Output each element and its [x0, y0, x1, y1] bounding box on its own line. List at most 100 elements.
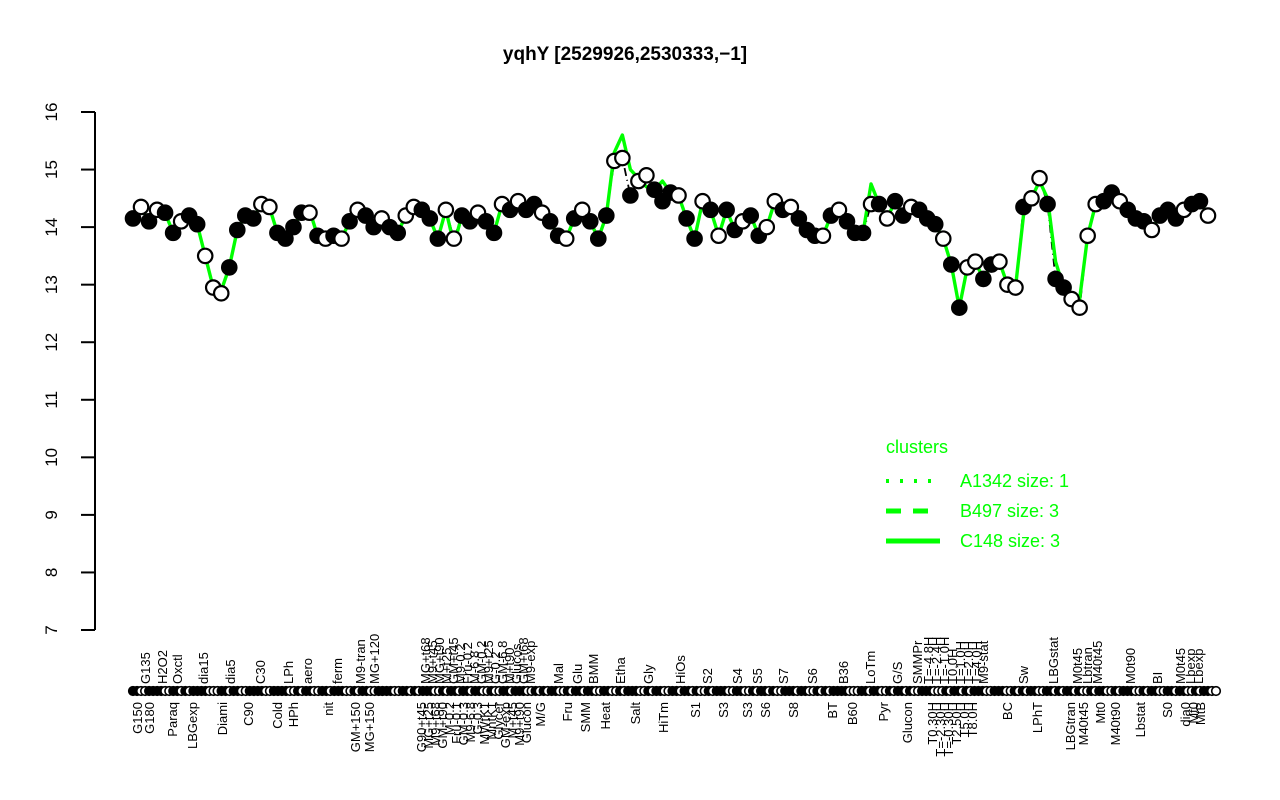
y-tick-label: 12	[42, 333, 61, 352]
legend-title: clusters	[886, 437, 949, 457]
x-label: MtB	[1193, 702, 1208, 725]
y-tick-label: 16	[42, 103, 61, 122]
x-label: M9+t45	[425, 640, 440, 684]
data-point	[164, 224, 182, 242]
x-label: M0t45	[1173, 648, 1188, 684]
data-point	[220, 259, 238, 276]
x-label: Diami	[215, 702, 230, 735]
x-label: GM-6.8	[495, 641, 510, 684]
x-label: T=-2.4H	[929, 637, 944, 684]
x-label: M9+t90	[512, 702, 527, 746]
data-points	[124, 149, 1217, 316]
x-label: BI	[1150, 672, 1165, 684]
x-label: M+t25	[439, 648, 454, 685]
data-point	[742, 207, 760, 224]
data-point	[1071, 299, 1088, 316]
data-point	[573, 201, 591, 219]
data-point	[975, 270, 992, 288]
x-label: dia15	[196, 652, 211, 684]
data-point	[942, 256, 960, 273]
data-point	[991, 253, 1008, 270]
x-label: T=4.0H	[969, 641, 984, 684]
x-label: M9+t68	[428, 702, 443, 746]
data-point	[878, 210, 896, 227]
x-label: Mt0	[1186, 702, 1201, 724]
data-point	[718, 201, 735, 219]
data-point	[1191, 192, 1209, 210]
x-label: M40t45	[1090, 641, 1105, 684]
x-label: M40t45	[1076, 702, 1091, 745]
x-label: Salt	[628, 702, 643, 725]
x-label: M+t45	[505, 702, 520, 739]
data-point	[967, 253, 984, 270]
x-label: MG+t25	[421, 702, 436, 749]
y-tick-label: 14	[42, 218, 61, 237]
data-point	[389, 224, 407, 242]
data-point	[838, 213, 856, 230]
x-label: Heat	[598, 702, 613, 730]
x-label: S1	[688, 702, 703, 718]
x-label: GM+t90	[435, 702, 450, 749]
data-point	[686, 230, 703, 247]
data-point	[854, 224, 872, 242]
legend-entry-label: A1342 size: 1	[960, 471, 1070, 491]
x-label: HPh	[286, 702, 301, 727]
y-tick-label: 13	[42, 275, 61, 294]
data-point	[678, 210, 695, 227]
data-point	[934, 230, 952, 247]
data-point	[1039, 195, 1056, 213]
x-label: S0	[1160, 702, 1175, 718]
data-point	[830, 201, 848, 219]
y-tick-label: 11	[42, 391, 61, 409]
dashed-line-sample	[886, 508, 940, 514]
x-label: GM-0.3	[456, 702, 471, 745]
data-point	[429, 230, 447, 247]
y-tick-label: 10	[42, 448, 61, 467]
data-point	[485, 224, 503, 242]
data-point	[261, 198, 278, 216]
x-label: M/G	[533, 702, 548, 727]
x-label: Lbtran	[1080, 647, 1095, 684]
data-point	[156, 204, 174, 222]
x-label: M9+t25	[481, 640, 496, 684]
x-label: T=-0.30H	[941, 702, 956, 757]
x-label: G90+t45	[414, 702, 429, 752]
x-label: Glucos	[509, 643, 524, 684]
data-point	[140, 213, 158, 230]
x-label: T8.0H	[965, 702, 980, 737]
x-label: MG+120	[367, 634, 382, 684]
y-axis: 7 8 9 10 11 12 13 14 15 16	[42, 103, 96, 635]
x-label: T=-1.0H	[937, 637, 952, 684]
data-point	[1023, 190, 1040, 207]
dotted-line-sample	[886, 479, 940, 483]
x-label: Fru-0.2	[460, 642, 475, 684]
data-point	[814, 227, 832, 245]
x-label: M-0.2	[442, 702, 457, 735]
legend-entry: C148 size: 3	[884, 526, 1069, 556]
x-label: Glucon	[900, 702, 915, 743]
data-point	[212, 285, 230, 302]
x-label: Lbexp	[1191, 649, 1206, 684]
data-point	[477, 213, 495, 230]
data-point	[614, 149, 631, 167]
data-point	[589, 230, 607, 247]
x-label: M0t45	[1070, 648, 1085, 684]
x-label: T5.0H	[957, 702, 972, 737]
legend-entry-label: B497 size: 3	[960, 501, 1060, 521]
x-label: G/S	[890, 661, 905, 684]
x-label: HiOs	[673, 655, 688, 684]
x-label: G-0.3	[470, 702, 485, 735]
x-label: BMM	[586, 654, 601, 684]
x-label: dia5	[223, 659, 238, 684]
data-point	[1031, 169, 1048, 187]
x-label: Paraq	[165, 702, 180, 737]
data-point	[1079, 227, 1096, 245]
data-point	[421, 210, 439, 227]
legend-entry-label: C148 size: 3	[960, 531, 1061, 551]
data-point	[870, 195, 888, 213]
data-point	[357, 207, 374, 224]
x-label: LBGexp	[185, 702, 200, 749]
x-label: LBGtran	[1063, 702, 1078, 750]
data-point	[228, 221, 246, 239]
